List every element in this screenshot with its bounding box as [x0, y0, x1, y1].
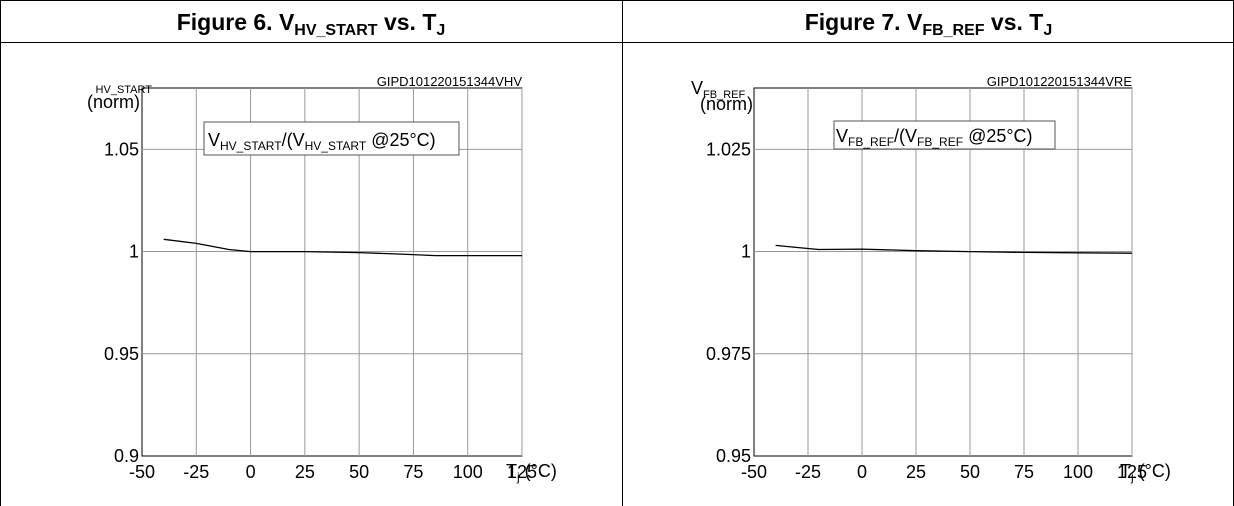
- figure-7-chart: -50 -25 0 25 50 75 100 125 0.95 0.975 1 1.025 VFB_R…: [691, 74, 1171, 484]
- figure-7-legend-label: VFB_REF/(VFB_REF @25°C): [836, 126, 1033, 149]
- y-tick-label: 1: [741, 242, 751, 262]
- figure-6-xlabel: Tj (°C): [506, 461, 557, 484]
- x-tick-label: 125: [1117, 462, 1147, 482]
- figure-7-figure-code: GIPD101220151344VRE: [987, 74, 1133, 89]
- figure-6-figure-code: GIPD101220151344VHV: [377, 74, 523, 89]
- figure-7-xlabel: Tj (°C): [1120, 461, 1171, 484]
- x-tick-label: 50: [960, 462, 980, 482]
- figure-6-title-sub: HV_START: [294, 22, 378, 39]
- y-tick-label: 1: [129, 242, 139, 262]
- figure-6-title: Figure 6. VHV_START vs. TJ: [0, 2, 622, 42]
- y-tick-label: 0.95: [104, 344, 139, 364]
- figure-6-chart: -50 -25 0 25 50 75 100 125 0.9 0.95 1 1.05 HV_START…: [87, 74, 557, 484]
- figure-6-legend-label: VHV_START/(VHV_START @25°C): [208, 130, 436, 153]
- figure-7-title-sub: FB_REF: [922, 22, 985, 39]
- y-tick-label: 0.9: [114, 446, 139, 466]
- x-tick-label: 50: [349, 462, 369, 482]
- figure-6-title-prefix: Figure 6. V: [176, 9, 295, 35]
- figure-6-ylabel-bottom: (norm): [87, 92, 140, 112]
- x-tick-label: 0: [246, 462, 256, 482]
- y-tick-label: 1.025: [706, 139, 751, 159]
- figure-7-legend-box: [833, 120, 1056, 150]
- x-tick-label: 75: [1014, 462, 1034, 482]
- figure-6-title-sub2: J: [436, 22, 446, 39]
- x-tick-label: -25: [795, 462, 821, 482]
- x-tick-label: -50: [741, 462, 767, 482]
- y-tick-label: 0.95: [716, 446, 751, 466]
- figure-7-ylabel-bottom: (norm): [700, 94, 753, 114]
- x-tick-label: 100: [453, 462, 483, 482]
- figure-7-title-mid: vs. T: [984, 9, 1044, 35]
- figure-7-title-prefix: Figure 7. V: [804, 9, 923, 35]
- figure-6-title-rule: [0, 42, 622, 43]
- x-tick-label: -50: [129, 462, 155, 482]
- figure-6-ylabel-top: HV_START: [96, 84, 153, 96]
- figure-7-title-rule: [623, 42, 1234, 43]
- x-tick-label: 0: [857, 462, 867, 482]
- x-tick-label: 25: [295, 462, 315, 482]
- figure-6-legend-box: [203, 121, 460, 156]
- center-divider: [622, 0, 623, 506]
- x-tick-label: 125: [507, 462, 537, 482]
- top-border: [0, 0, 1234, 1]
- x-tick-label: 100: [1063, 462, 1093, 482]
- series-line: [775, 244, 1133, 254]
- figure-7-series: [775, 244, 1133, 254]
- y-tick-label: 0.975: [706, 344, 751, 364]
- y-tick-label: 1.05: [104, 139, 139, 159]
- figure-6-title-mid: vs. T: [377, 9, 437, 35]
- x-tick-label: -25: [183, 462, 209, 482]
- figure-7-title-sub2: J: [1043, 22, 1053, 39]
- figure-6-series: [163, 238, 522, 257]
- x-tick-label: 75: [403, 462, 423, 482]
- x-tick-label: 25: [906, 462, 926, 482]
- figure-7-title: Figure 7. VFB_REF vs. TJ: [623, 2, 1234, 42]
- series-line: [163, 238, 522, 257]
- figure-6-tick-labels: -50 -25 0 25 50 75 100 125 0.9 0.95 1 1.05: [104, 139, 537, 482]
- figure-7-ylabel-top: VFB_REF: [691, 78, 745, 101]
- figure-7-tick-labels: -50 -25 0 25 50 75 100 125 0.95 0.975 1 1.025: [706, 139, 1147, 482]
